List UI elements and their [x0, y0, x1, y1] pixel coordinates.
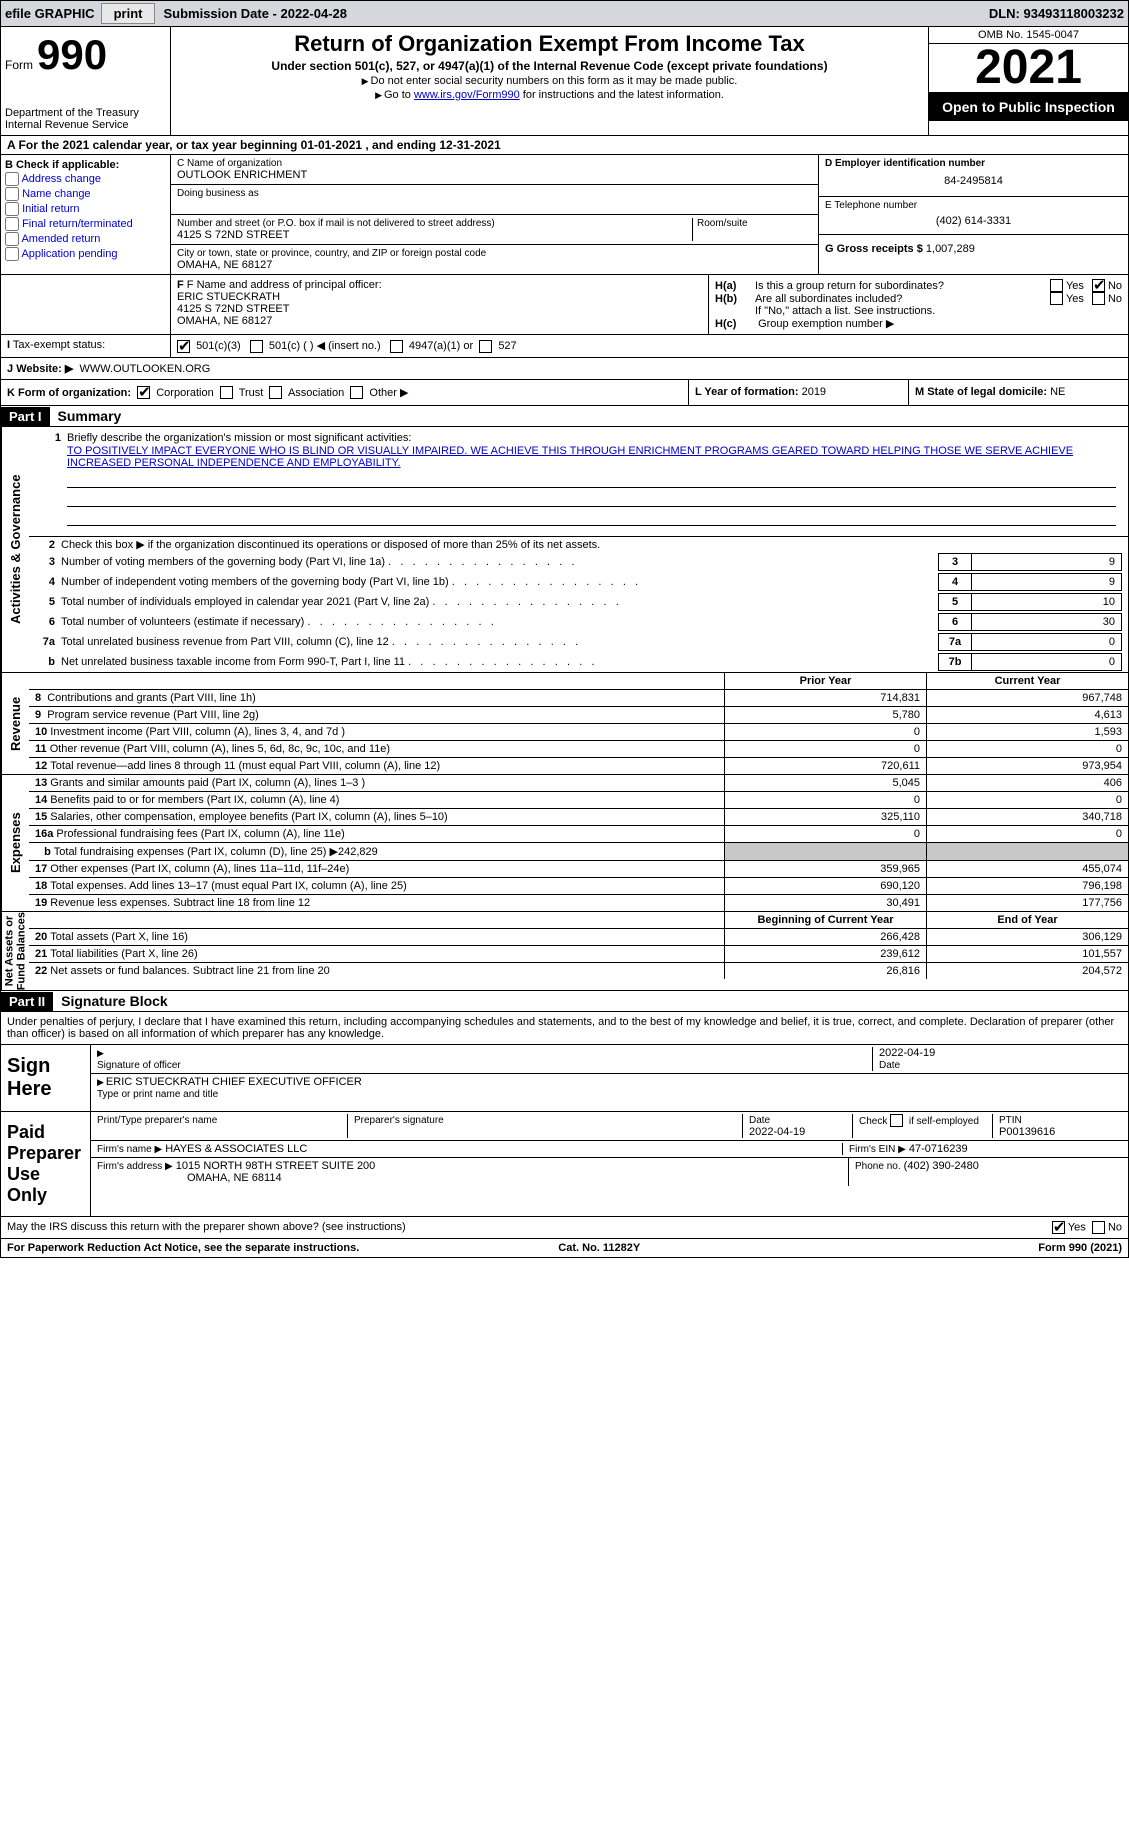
line7b-val: 0 — [972, 653, 1122, 671]
firm-phone: (402) 390-2480 — [904, 1160, 979, 1172]
section-c: C Name of organization OUTLOOK ENRICHMEN… — [171, 155, 818, 274]
row-a: A For the 2021 calendar year, or tax yea… — [0, 136, 1129, 155]
year-formed: 2019 — [802, 386, 826, 398]
section-f-label: F F Name and address of principal office… — [177, 279, 702, 291]
chk-501c3[interactable] — [177, 340, 190, 353]
chk-app-pending[interactable]: Application pending — [5, 247, 166, 261]
form-number: 990 — [37, 31, 107, 79]
tax-year: 2021 — [929, 44, 1128, 93]
print-button[interactable]: print — [101, 3, 156, 24]
footer: For Paperwork Reduction Act Notice, see … — [0, 1239, 1129, 1258]
part-ii-title: Signature Block — [53, 991, 176, 1011]
chk-other[interactable] — [350, 386, 363, 399]
officer-typed-name: ERIC STUECKRATH CHIEF EXECUTIVE OFFICER — [106, 1076, 362, 1088]
chk-address-change[interactable]: Address change — [5, 172, 166, 186]
tax-exempt-status: 501(c)(3) 501(c) ( ) ◀ (insert no.) 4947… — [171, 335, 1128, 357]
chk-name-change[interactable]: Name change — [5, 187, 166, 201]
irs-link[interactable]: www.irs.gov/Form990 — [414, 89, 520, 101]
phone: (402) 614-3331 — [825, 211, 1122, 231]
paid-preparer-label: Paid Preparer Use Only — [1, 1112, 91, 1216]
chk-assoc[interactable] — [269, 386, 282, 399]
chk-527[interactable] — [479, 340, 492, 353]
discuss-no[interactable] — [1092, 1221, 1105, 1234]
ein: 84-2495814 — [825, 169, 1122, 193]
officer-addr2: OMAHA, NE 68127 — [177, 315, 702, 327]
section-de: D Employer identification number 84-2495… — [818, 155, 1128, 274]
perjury-declaration: Under penalties of perjury, I declare th… — [0, 1012, 1129, 1045]
submission-date: Submission Date - 2022-04-28 — [163, 6, 347, 21]
officer-addr1: 4125 S 72ND STREET — [177, 303, 702, 315]
sig-date: 2022-04-19 — [879, 1047, 935, 1059]
line6-val: 30 — [972, 613, 1122, 631]
part-ii-tag: Part II — [1, 992, 53, 1011]
firm-addr1: 1015 NORTH 98TH STREET SUITE 200 — [176, 1160, 376, 1172]
org-name: OUTLOOK ENRICHMENT — [177, 169, 812, 181]
form-subtitle-2a: Do not enter social security numbers on … — [175, 75, 924, 87]
chk-4947[interactable] — [390, 340, 403, 353]
mission-text: TO POSITIVELY IMPACT EVERYONE WHO IS BLI… — [35, 445, 1122, 469]
sign-here-label: Sign Here — [1, 1045, 91, 1111]
ha-yes[interactable] — [1050, 279, 1063, 292]
form-header: Form 990 Department of the Treasury Inte… — [0, 27, 1129, 136]
form-subtitle-2b: Go to www.irs.gov/Form990 for instructio… — [175, 89, 924, 101]
hb-no[interactable] — [1092, 292, 1105, 305]
dept-label: Department of the Treasury Internal Reve… — [5, 107, 166, 131]
line5-val: 10 — [972, 593, 1122, 611]
officer-name: ERIC STUECKRATH — [177, 291, 702, 303]
chk-final-return[interactable]: Final return/terminated — [5, 217, 166, 231]
ptin: P00139616 — [999, 1126, 1055, 1138]
chk-corp[interactable] — [137, 386, 150, 399]
form-subtitle-1: Under section 501(c), 527, or 4947(a)(1)… — [175, 59, 924, 73]
section-b: B Check if applicable: Address change Na… — [1, 155, 171, 274]
chk-initial-return[interactable]: Initial return — [5, 202, 166, 216]
gross-receipts: 1,007,289 — [926, 243, 975, 255]
part-i-tag: Part I — [1, 407, 50, 426]
efile-label: efile GRAPHIC — [5, 6, 95, 21]
chk-amended[interactable]: Amended return — [5, 232, 166, 246]
firm-name: HAYES & ASSOCIATES LLC — [165, 1143, 307, 1155]
efile-topbar: efile GRAPHIC print Submission Date - 20… — [0, 0, 1129, 27]
tab-revenue: Revenue — [1, 673, 29, 774]
r8-cy: 967,748 — [926, 690, 1128, 706]
firm-addr2: OMAHA, NE 68114 — [97, 1172, 282, 1184]
part-i-title: Summary — [50, 406, 130, 426]
org-city: OMAHA, NE 68127 — [177, 259, 812, 271]
tab-activities: Activities & Governance — [1, 427, 29, 672]
line7a-val: 0 — [972, 633, 1122, 651]
line3-val: 9 — [972, 553, 1122, 571]
firm-ein: 47-0716239 — [909, 1143, 968, 1155]
org-street: 4125 S 72ND STREET — [177, 229, 692, 241]
state-domicile: NE — [1050, 386, 1065, 398]
form-word: Form — [5, 58, 33, 72]
tab-expenses: Expenses — [1, 775, 29, 911]
open-to-public: Open to Public Inspection — [929, 93, 1128, 121]
discuss-yes[interactable] — [1052, 1221, 1065, 1234]
tab-netassets: Net Assets or Fund Balances — [1, 912, 29, 990]
chk-trust[interactable] — [220, 386, 233, 399]
dln: DLN: 93493118003232 — [989, 6, 1124, 21]
line4-val: 9 — [972, 573, 1122, 591]
r8-py: 714,831 — [724, 690, 926, 706]
form-title: Return of Organization Exempt From Incom… — [175, 31, 924, 57]
chk-501c[interactable] — [250, 340, 263, 353]
website: WWW.OUTLOOKEN.ORG — [79, 363, 210, 375]
hb-yes[interactable] — [1050, 292, 1063, 305]
chk-self-employed[interactable] — [890, 1114, 903, 1127]
ha-no[interactable] — [1092, 279, 1105, 292]
